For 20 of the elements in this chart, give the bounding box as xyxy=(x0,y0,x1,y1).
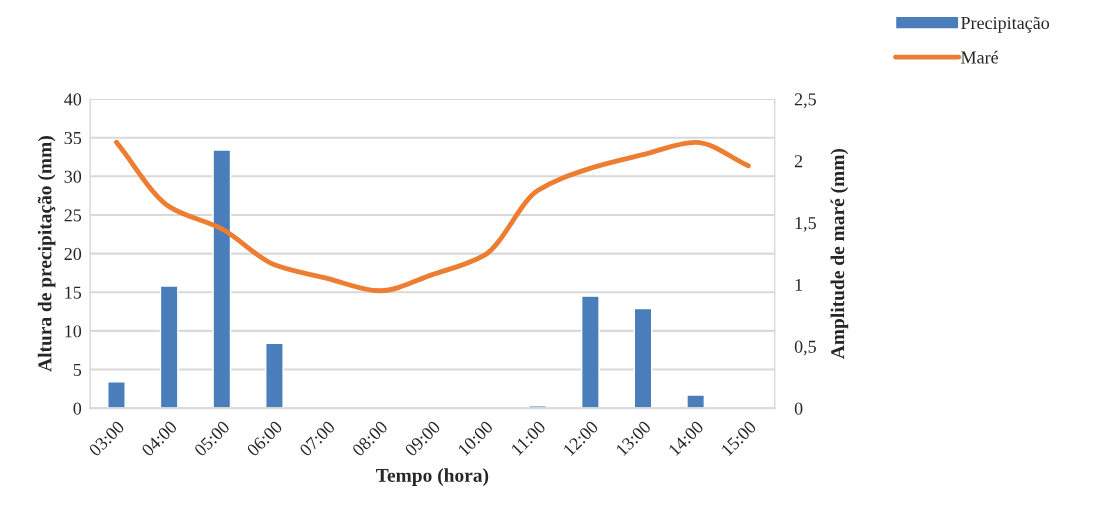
y2-tick-label: 1,5 xyxy=(795,217,816,232)
y2-tick-label: 0,5 xyxy=(794,340,816,356)
y-tick-label: 20 xyxy=(64,247,82,261)
y2-tick-label: 2,5 xyxy=(794,93,816,109)
y-tick-label: 40 xyxy=(64,93,82,106)
y-tick-label: 10 xyxy=(65,325,82,338)
y-tick-label: 30 xyxy=(64,170,82,183)
y2-axis-title: Amplitude de maré (mm) xyxy=(830,148,849,359)
y-tick-label: 5 xyxy=(73,363,82,376)
y2-tick-label: 2 xyxy=(794,155,803,168)
y-tick-label: 35 xyxy=(64,131,82,145)
legend-label: Maré xyxy=(961,50,998,64)
y-tick-label: 0 xyxy=(73,402,82,415)
y-tick-label: 15 xyxy=(65,286,82,299)
y2-tick-label: 0 xyxy=(794,402,803,415)
y-tick-label: 25 xyxy=(64,209,82,222)
y2-tick-label: 1 xyxy=(795,278,803,291)
x-axis-title: Tempo (hora) xyxy=(376,468,489,486)
legend-label: Precipitação xyxy=(961,16,1050,33)
y-axis-title: Altura de precipitação (mm) xyxy=(37,136,56,372)
